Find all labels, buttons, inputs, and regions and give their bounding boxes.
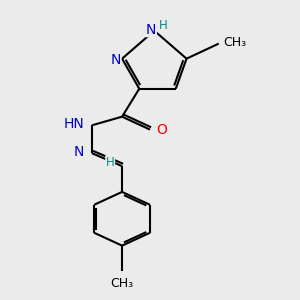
Text: N: N: [146, 22, 156, 37]
Text: CH₃: CH₃: [223, 36, 246, 49]
Text: HN: HN: [64, 117, 84, 131]
Text: CH₃: CH₃: [110, 277, 134, 290]
Text: N: N: [74, 145, 84, 159]
Text: H: H: [106, 156, 115, 169]
Text: O: O: [156, 123, 167, 136]
Text: N: N: [110, 53, 121, 67]
Text: H: H: [158, 20, 167, 32]
